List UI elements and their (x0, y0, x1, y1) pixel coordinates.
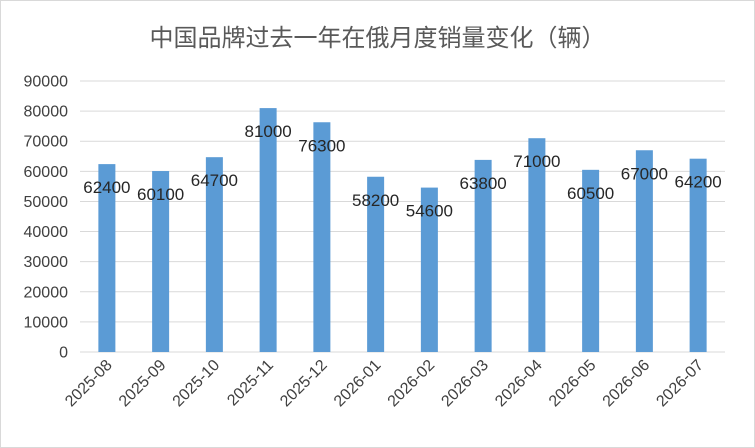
data-label: 62400 (83, 178, 130, 197)
x-tick-label: 2026-05 (546, 357, 600, 411)
bar (528, 138, 546, 352)
bar (313, 122, 331, 352)
data-label: 60500 (567, 184, 614, 203)
bar (367, 176, 385, 352)
bars (98, 108, 707, 352)
x-tick-label: 2026-07 (653, 357, 707, 411)
data-label: 64700 (191, 171, 238, 190)
y-tick-label: 50000 (24, 194, 69, 211)
y-tick-label: 20000 (24, 284, 69, 301)
y-tick-label: 60000 (24, 164, 69, 181)
y-tick-label: 70000 (24, 134, 69, 151)
chart-title: 中国品牌过去一年在俄月度销量变化（辆） (149, 24, 606, 52)
y-tick-label: 80000 (24, 104, 69, 121)
bar (420, 187, 438, 352)
x-tick-label: 2026-01 (331, 357, 385, 411)
y-tick-label: 90000 (24, 74, 69, 91)
x-tick-label: 2026-02 (385, 357, 439, 411)
x-tick-label: 2026-04 (492, 357, 546, 411)
bar (689, 158, 707, 352)
data-label: 71000 (513, 152, 560, 171)
x-tick-label: 2025-10 (170, 357, 224, 411)
data-label: 64200 (674, 173, 721, 192)
x-tick-label: 2025-09 (116, 357, 170, 411)
y-tick-label: 30000 (24, 254, 69, 271)
x-tick-label: 2025-11 (224, 357, 277, 410)
bar (635, 150, 653, 352)
bar (205, 157, 223, 352)
x-tick-label: 2026-06 (600, 357, 654, 411)
y-tick-label: 40000 (24, 224, 69, 241)
data-label: 58200 (352, 191, 399, 210)
bar (98, 164, 116, 352)
data-label: 76300 (298, 136, 345, 155)
bar (259, 108, 277, 352)
data-label: 63800 (459, 174, 506, 193)
y-tick-label: 10000 (24, 314, 69, 331)
bar (474, 159, 492, 352)
data-labels: 62400 60100 64700 81000 76300 58200 54600 63800… (83, 122, 722, 220)
data-label: 81000 (244, 122, 291, 141)
x-tick-label: 2026-03 (438, 357, 492, 411)
data-label: 67000 (621, 164, 668, 183)
bar (152, 171, 170, 352)
data-label: 54600 (406, 202, 453, 221)
bar (582, 169, 600, 352)
x-tick-label: 2025-12 (277, 357, 331, 411)
x-tick-label: 2025-08 (62, 357, 116, 411)
y-tick-label: 0 (59, 345, 68, 362)
data-label: 60100 (137, 185, 184, 204)
gridlines (80, 80, 725, 353)
y-axis-ticks: 0 10000 20000 30000 40000 50000 60000 70000 8000… (24, 74, 69, 362)
x-axis-ticks: 2025-08 2025-09 2025-10 2025-11 2025-12 2026-… (62, 357, 707, 411)
